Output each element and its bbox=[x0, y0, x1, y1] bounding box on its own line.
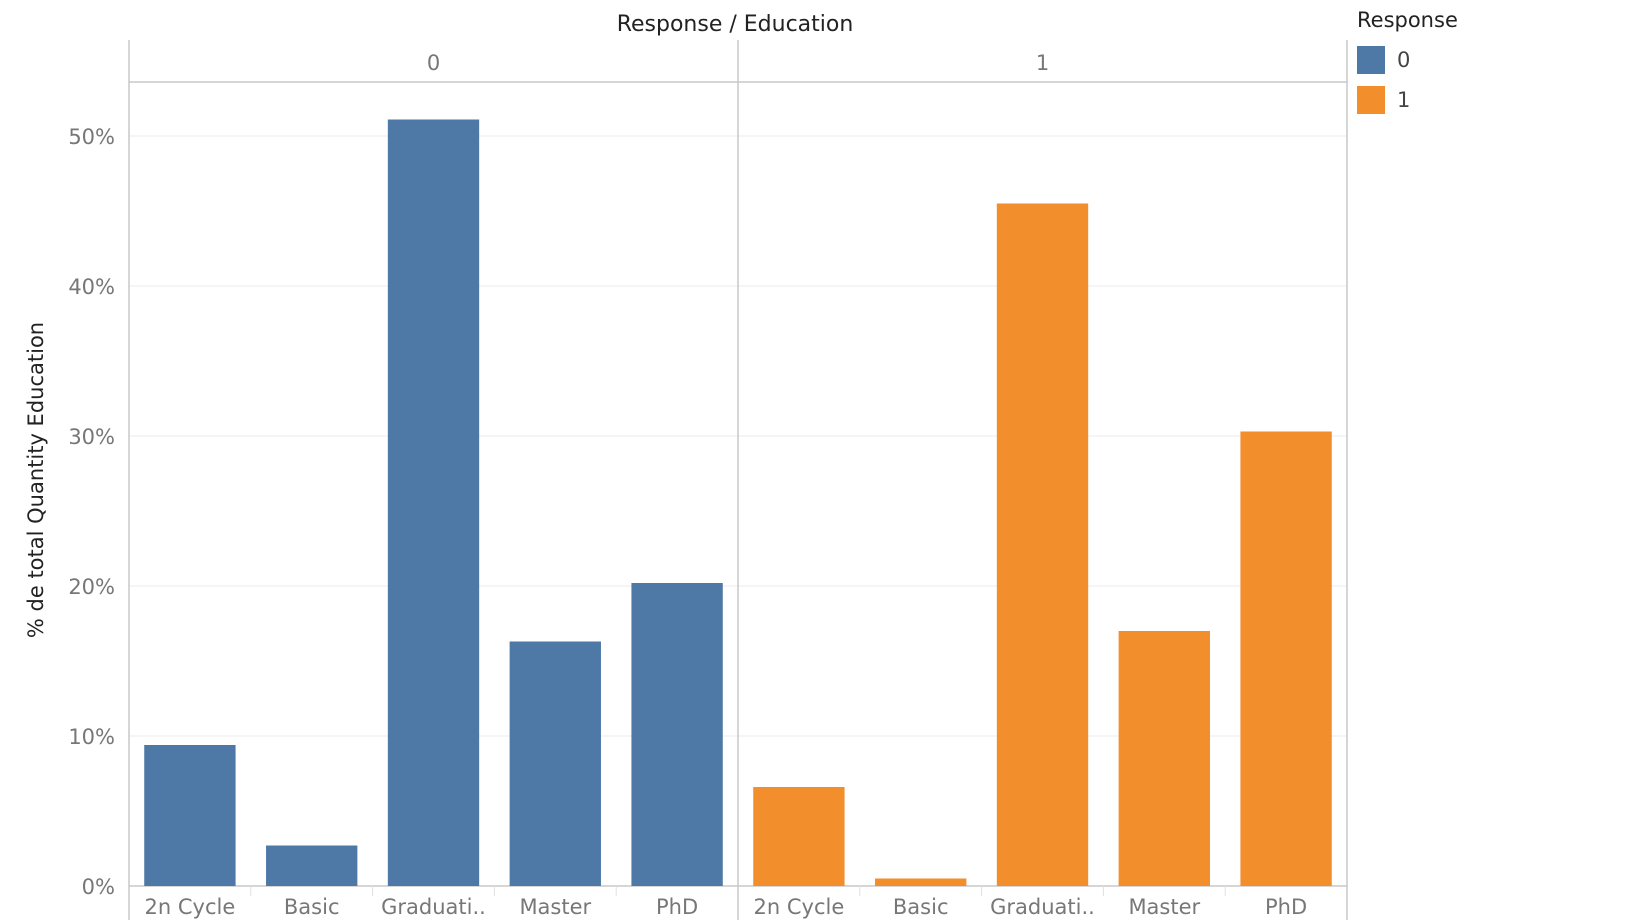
bar bbox=[875, 878, 967, 886]
panel-header: 0 bbox=[427, 51, 440, 75]
chart-title: Response / Education bbox=[617, 12, 854, 37]
y-tick-label: 20% bbox=[68, 575, 115, 599]
bar bbox=[144, 745, 236, 886]
legend-swatch bbox=[1357, 46, 1385, 74]
bar bbox=[1118, 631, 1210, 886]
x-tick-label: Graduati.. bbox=[381, 895, 486, 919]
bar bbox=[266, 845, 358, 886]
x-tick-label: 2n Cycle bbox=[145, 895, 236, 919]
legend-title: Response bbox=[1357, 8, 1458, 32]
x-tick-label: Graduati.. bbox=[990, 895, 1095, 919]
legend-label: 1 bbox=[1397, 88, 1411, 112]
y-tick-label: 10% bbox=[68, 725, 115, 749]
legend-label: 0 bbox=[1397, 48, 1411, 72]
bar bbox=[509, 641, 601, 886]
bar bbox=[996, 203, 1089, 886]
bars bbox=[144, 119, 1332, 886]
y-tick-label: 0% bbox=[82, 875, 115, 899]
bar bbox=[387, 119, 480, 886]
y-axis-label: % de total Quantity Education bbox=[24, 322, 48, 638]
x-tick-label: Master bbox=[1128, 895, 1200, 919]
legend-item-1[interactable]: 1 bbox=[1357, 80, 1458, 120]
legend-item-0[interactable]: 0 bbox=[1357, 40, 1458, 80]
bar bbox=[631, 583, 723, 886]
x-tick-label: 2n Cycle bbox=[754, 895, 845, 919]
x-tick-label: PhD bbox=[656, 895, 698, 919]
y-tick-label: 50% bbox=[68, 125, 115, 149]
x-tick-label: PhD bbox=[1265, 895, 1307, 919]
axis-labels: 0% 10% 20% 30% 40% 50% 0 2n Cycle Basic Graduati.… bbox=[68, 51, 1307, 919]
y-tick-label: 40% bbox=[68, 275, 115, 299]
x-tick-label: Basic bbox=[284, 895, 340, 919]
x-tick-label: Basic bbox=[893, 895, 949, 919]
panel-header: 1 bbox=[1036, 51, 1049, 75]
legend: Response 0 1 bbox=[1357, 8, 1458, 120]
x-tick-label: Master bbox=[519, 895, 591, 919]
bar bbox=[1240, 431, 1332, 886]
legend-swatch bbox=[1357, 86, 1385, 114]
bar bbox=[753, 787, 845, 886]
y-tick-label: 30% bbox=[68, 425, 115, 449]
